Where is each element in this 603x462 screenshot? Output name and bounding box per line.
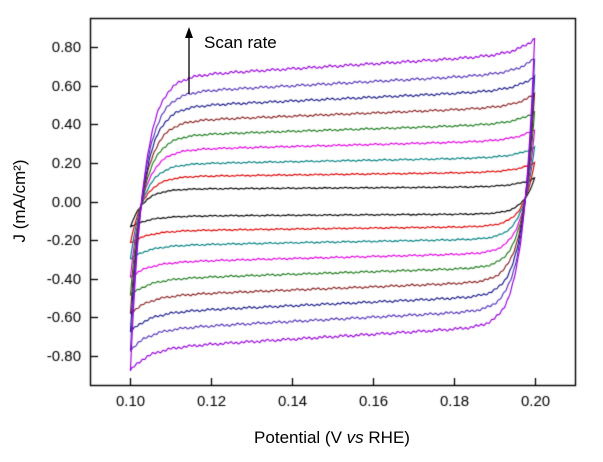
x-axis-label-vs: vs: [346, 428, 364, 447]
scan-rate-annotation: Scan rate: [181, 24, 277, 96]
scan-rate-label: Scan rate: [204, 33, 277, 52]
x-axis-label-pre: Potential (V: [254, 428, 347, 447]
x-axis-label: Potential (V vs RHE): [254, 428, 410, 448]
x-axis-label-post: RHE): [363, 428, 410, 447]
y-axis-label: J (mA/cm²): [10, 159, 29, 243]
up-arrow-icon: [185, 27, 193, 94]
